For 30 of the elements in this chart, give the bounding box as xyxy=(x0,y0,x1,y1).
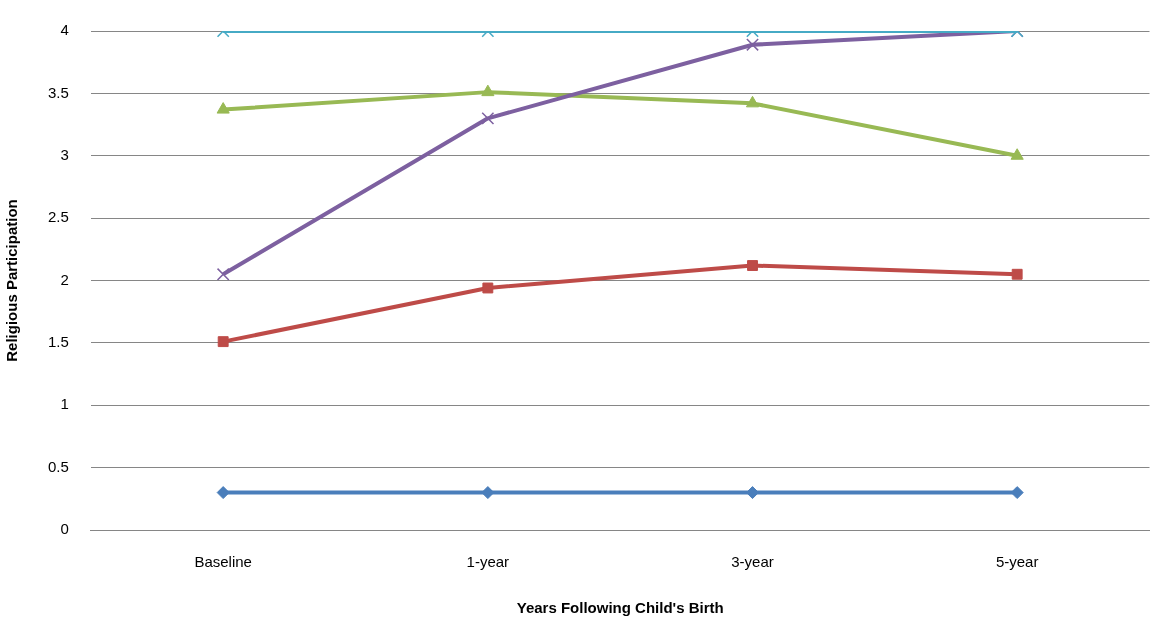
point xyxy=(746,38,759,52)
x-tick-label: 3-year xyxy=(731,553,774,571)
point xyxy=(481,84,495,97)
point xyxy=(1010,486,1024,500)
y-tick-label: 1.5 xyxy=(47,333,69,351)
y-tick-label: 3.5 xyxy=(47,83,69,101)
y-tick-label: 2.5 xyxy=(47,208,69,226)
y-tick-label: 0.5 xyxy=(47,457,69,475)
x-tick-label: Baseline xyxy=(194,553,252,571)
y-axis-title: Religious Participation xyxy=(3,199,21,362)
point xyxy=(216,267,230,281)
point xyxy=(216,486,230,500)
point xyxy=(216,102,230,114)
point xyxy=(481,486,495,500)
x-tick-label: 5-year xyxy=(995,553,1039,571)
y-tick-label: 1 xyxy=(60,395,69,413)
y-tick-label: 3 xyxy=(60,145,69,163)
point xyxy=(746,486,760,500)
point xyxy=(481,111,495,125)
point xyxy=(747,260,758,271)
point xyxy=(1010,148,1024,160)
y-tick-label: 4 xyxy=(60,21,69,39)
point xyxy=(217,336,229,348)
y-tick-label: 2 xyxy=(60,270,69,288)
point xyxy=(745,95,760,108)
x-axis-title: Years Following Child's Birth xyxy=(516,599,724,617)
x-tick-label: 1-year xyxy=(466,553,510,571)
point xyxy=(482,282,494,294)
y-tick-label: 0 xyxy=(60,520,69,538)
point xyxy=(1011,268,1023,280)
